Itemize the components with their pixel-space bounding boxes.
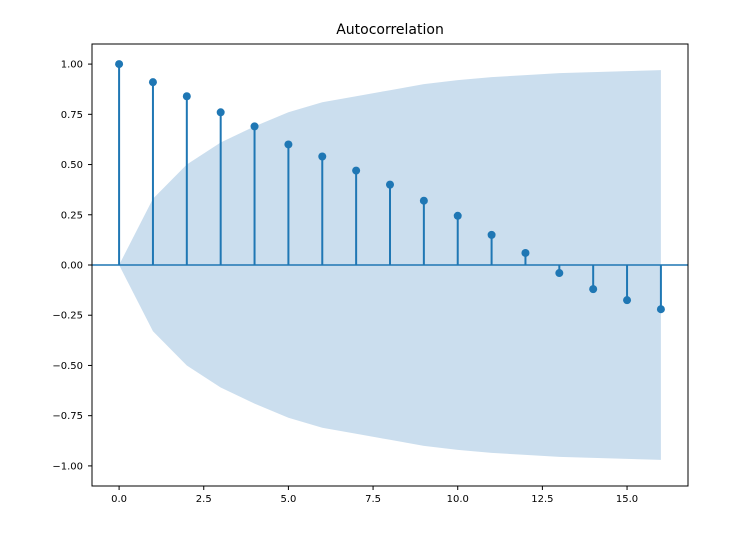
- stem-marker: [488, 231, 496, 239]
- stem-marker: [555, 269, 563, 277]
- y-tick-label: 0.50: [61, 160, 83, 171]
- stem-marker: [318, 153, 326, 161]
- y-tick-label: −0.25: [52, 311, 83, 322]
- stem-marker: [521, 249, 529, 257]
- autocorrelation-chart: Autocorrelation 0.0 2.5 5.0 7.5 10.0 12.5 15.0…: [0, 0, 736, 538]
- y-tick-label: 1.00: [61, 60, 83, 71]
- y-tick-label: 0.25: [61, 210, 83, 221]
- x-tick-label: 12.5: [531, 494, 553, 505]
- plot-area: 0.0 2.5 5.0 7.5 10.0 12.5 15.0 −1.00 −0.75 −0.50 −…: [52, 44, 688, 505]
- chart-title: Autocorrelation: [336, 22, 444, 38]
- stem-marker: [251, 122, 259, 130]
- y-tick-label: 0.00: [61, 261, 83, 272]
- stem-marker: [183, 92, 191, 100]
- x-tick-label: 0.0: [111, 494, 127, 505]
- x-tick-label: 7.5: [365, 494, 381, 505]
- x-tick-label: 10.0: [447, 494, 469, 505]
- stem-marker: [149, 78, 157, 86]
- x-tick-label: 5.0: [280, 494, 296, 505]
- stem-marker: [589, 285, 597, 293]
- stem-marker: [352, 167, 360, 175]
- y-tick-label: −1.00: [52, 461, 83, 472]
- stem-marker: [657, 305, 665, 313]
- stem-marker: [386, 181, 394, 189]
- stem-marker: [284, 140, 292, 148]
- stem-marker: [623, 296, 631, 304]
- x-tick-label: 2.5: [196, 494, 212, 505]
- x-tick-label: 15.0: [616, 494, 638, 505]
- stem-marker: [115, 60, 123, 68]
- chart-container: Autocorrelation 0.0 2.5 5.0 7.5 10.0 12.5 15.0…: [0, 0, 736, 538]
- stem-marker: [420, 197, 428, 205]
- y-tick-label: 0.75: [61, 110, 83, 121]
- stem-marker: [454, 212, 462, 220]
- y-tick-label: −0.50: [52, 361, 83, 372]
- stem-marker: [217, 108, 225, 116]
- y-tick-label: −0.75: [52, 411, 83, 422]
